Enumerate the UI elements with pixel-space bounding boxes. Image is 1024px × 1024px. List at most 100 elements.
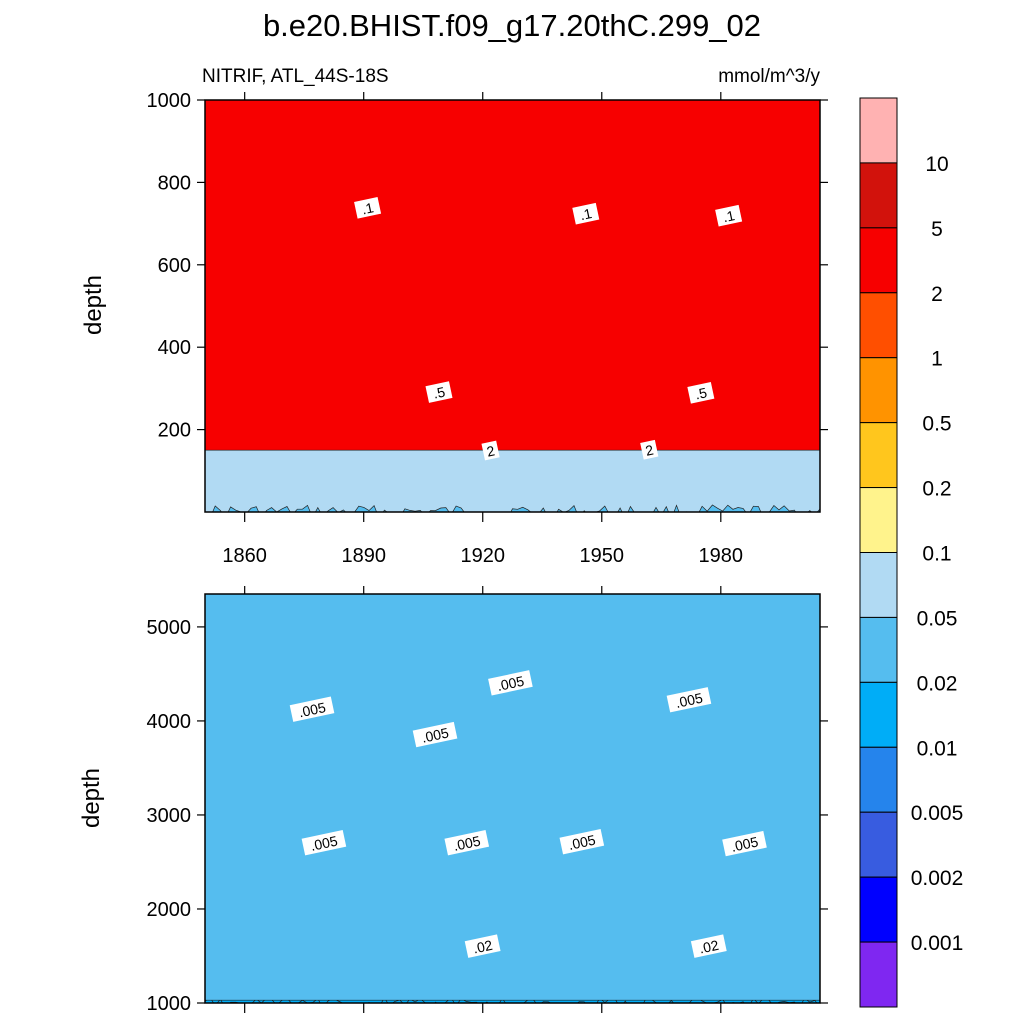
contour-label: .005 — [666, 687, 712, 713]
colorbar-label: 2 — [931, 283, 943, 306]
contour-label: .005 — [559, 829, 605, 855]
x-tick-label: 1890 — [341, 545, 386, 567]
y-tick-label: 3000 — [147, 805, 192, 827]
contour-label-text: .005 — [420, 724, 450, 745]
contour-label-bg — [481, 440, 500, 461]
colorbar-label: 0.001 — [911, 932, 964, 955]
contour-label-bg — [559, 829, 605, 855]
colorbar-swatch — [859, 227, 898, 294]
contour-label-bg — [289, 696, 335, 722]
subtitle-left: NITRIF, ATL_44S-18S — [202, 66, 389, 87]
plot-frame — [204, 593, 821, 1004]
contour-label: .5 — [425, 381, 453, 403]
contour-label-bg — [666, 687, 712, 713]
contour-label-text: .005 — [730, 833, 760, 854]
colorbar-label: 0.5 — [922, 413, 951, 436]
y-tick-label: 200 — [158, 420, 191, 442]
colorbar-label: 0.2 — [922, 478, 951, 501]
contour-label: 2 — [640, 439, 659, 460]
x-tick-label: 1980 — [699, 545, 744, 567]
x-tick-label: 1860 — [222, 545, 267, 567]
subtitle-right: mmol/m^3/y — [718, 66, 820, 87]
colorbar-swatch — [859, 681, 898, 748]
contour-label-text: .02 — [698, 937, 721, 957]
colorbar-label: 0.1 — [922, 543, 951, 566]
contour-label: 2 — [481, 440, 500, 461]
chart-title: b.e20.BHIST.f09_g17.20thC.299_02 — [263, 8, 761, 43]
colorbar-label: 1 — [931, 348, 943, 371]
contour-label-bg — [464, 934, 501, 958]
contour-label-text: .005 — [567, 832, 597, 853]
contour-label: .1 — [354, 197, 382, 219]
contour-label-bg — [412, 721, 458, 748]
top-contour-panel: 200 400 600 800 1000 1860 1890 1920 1950 1980 2 2 .5… — [147, 90, 828, 567]
colorbar-label: 0.05 — [917, 607, 958, 630]
y-tick-label: 800 — [158, 172, 191, 194]
contour-label-bg — [722, 830, 767, 857]
colorbar-label: 0.01 — [917, 737, 958, 760]
contour-label-text: .1 — [360, 199, 375, 217]
x-tick-label: 1920 — [460, 545, 505, 567]
contour-label: .005 — [412, 721, 458, 748]
y-axis-label-top: depth — [80, 275, 107, 335]
contour-label-text: .5 — [432, 383, 447, 401]
contour-label: .02 — [690, 934, 727, 958]
contour-label-text: .005 — [496, 673, 526, 694]
colorbar-swatch — [859, 162, 898, 229]
colorbar-swatch — [859, 292, 898, 359]
contour-label-bg — [354, 197, 382, 219]
contour-label: .1 — [572, 202, 600, 225]
contour-label-bg — [444, 829, 490, 856]
x-tick-label: 1950 — [580, 545, 625, 567]
y-tick-label: 1000 — [147, 993, 192, 1015]
y-tick-label: 2000 — [147, 899, 192, 921]
y-tick-label: 4000 — [147, 711, 192, 733]
y-tick-label: 1000 — [147, 90, 192, 112]
colorbar-label: 0.02 — [917, 672, 958, 695]
contour-label-bg — [687, 382, 715, 404]
colorbar-label: 5 — [931, 218, 943, 241]
contour-label-bg — [425, 381, 453, 403]
contour-band — [205, 594, 820, 1001]
contour-label-bg — [715, 204, 743, 227]
colorbar-swatch — [859, 97, 898, 164]
contour-label-text: .005 — [309, 832, 339, 853]
colorbar-legend: 10 5 2 1 0.5 0.2 0.1 0.05 0.02 0.01 0.005 0.002 0.00… — [859, 97, 964, 1008]
contour-label: .005 — [722, 830, 767, 857]
colorbar-swatch — [859, 487, 898, 554]
colorbar-swatch — [859, 876, 898, 943]
colorbar-label: 10 — [925, 153, 948, 176]
contour-label: .5 — [687, 382, 715, 404]
contour-label-bg — [301, 829, 347, 856]
colorbar-swatch — [859, 552, 898, 618]
contour-label-text: 2 — [485, 442, 496, 459]
contour-label-text: .005 — [297, 699, 327, 720]
contour-label-text: .5 — [694, 384, 709, 402]
contour-label: .02 — [464, 934, 501, 958]
contour-label: .1 — [715, 204, 743, 227]
contour-label-text: .1 — [579, 205, 594, 223]
colorbar-swatch — [859, 357, 898, 424]
contour-label-text: 2 — [644, 442, 655, 459]
colorbar-swatch — [859, 941, 898, 1008]
y-tick-label: 400 — [158, 337, 191, 359]
y-tick-label: 5000 — [147, 617, 192, 639]
y-tick-label: 600 — [158, 255, 191, 277]
colorbar-swatch — [859, 746, 898, 813]
contour-label-text: .02 — [472, 937, 495, 957]
contour-label-text: .005 — [674, 690, 704, 711]
contour-label-bg — [690, 934, 727, 958]
contour-label: .005 — [444, 829, 490, 856]
colorbar-swatch — [859, 422, 898, 489]
contour-label: .005 — [488, 670, 533, 696]
contour-label-bg — [640, 439, 659, 460]
y-axis-label-bottom: depth — [78, 768, 105, 828]
contour-band — [205, 100, 820, 451]
contour-label-text: .005 — [452, 832, 482, 853]
colorbar-swatch — [859, 811, 898, 878]
contour-label: .005 — [301, 829, 347, 856]
colorbar-label: 0.002 — [911, 867, 964, 890]
contour-label-bg — [572, 202, 600, 225]
plot-frame — [204, 99, 821, 513]
